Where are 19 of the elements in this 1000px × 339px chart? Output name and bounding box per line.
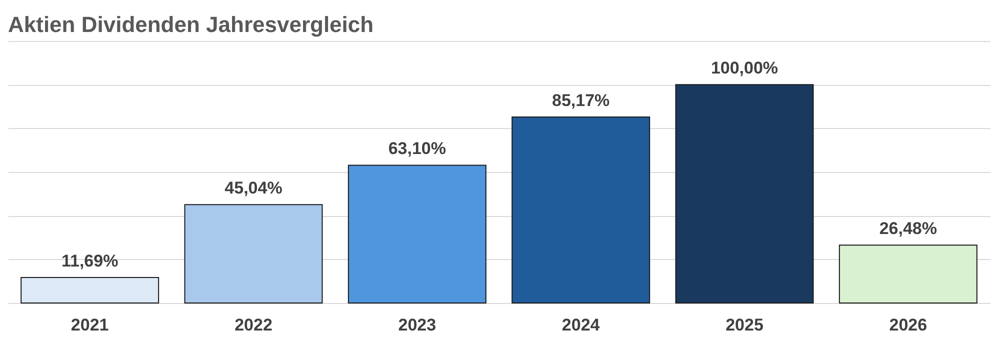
x-tick-label: 2026: [889, 316, 928, 334]
x-tick-label: 2023: [398, 316, 436, 334]
bar: [838, 244, 978, 304]
bar: [184, 204, 323, 304]
x-tick-label: 2021: [70, 316, 109, 334]
bar: [512, 116, 650, 304]
bar: [675, 84, 814, 304]
data-label: 63,10%: [388, 139, 446, 158]
x-tick-label: 2024: [562, 316, 600, 334]
bar: [348, 164, 486, 304]
chart-title: Aktien Dividenden Jahresvergleich: [8, 12, 374, 37]
data-label: 100,00%: [710, 58, 778, 78]
data-label: 45,04%: [224, 178, 282, 198]
bar: [20, 276, 160, 304]
data-label: 26,48%: [879, 219, 938, 238]
data-label: 85,17%: [552, 91, 610, 110]
x-tick-label: 2025: [726, 316, 764, 334]
x-tick-label: 2022: [234, 316, 272, 334]
data-label: 11,69%: [61, 251, 118, 270]
